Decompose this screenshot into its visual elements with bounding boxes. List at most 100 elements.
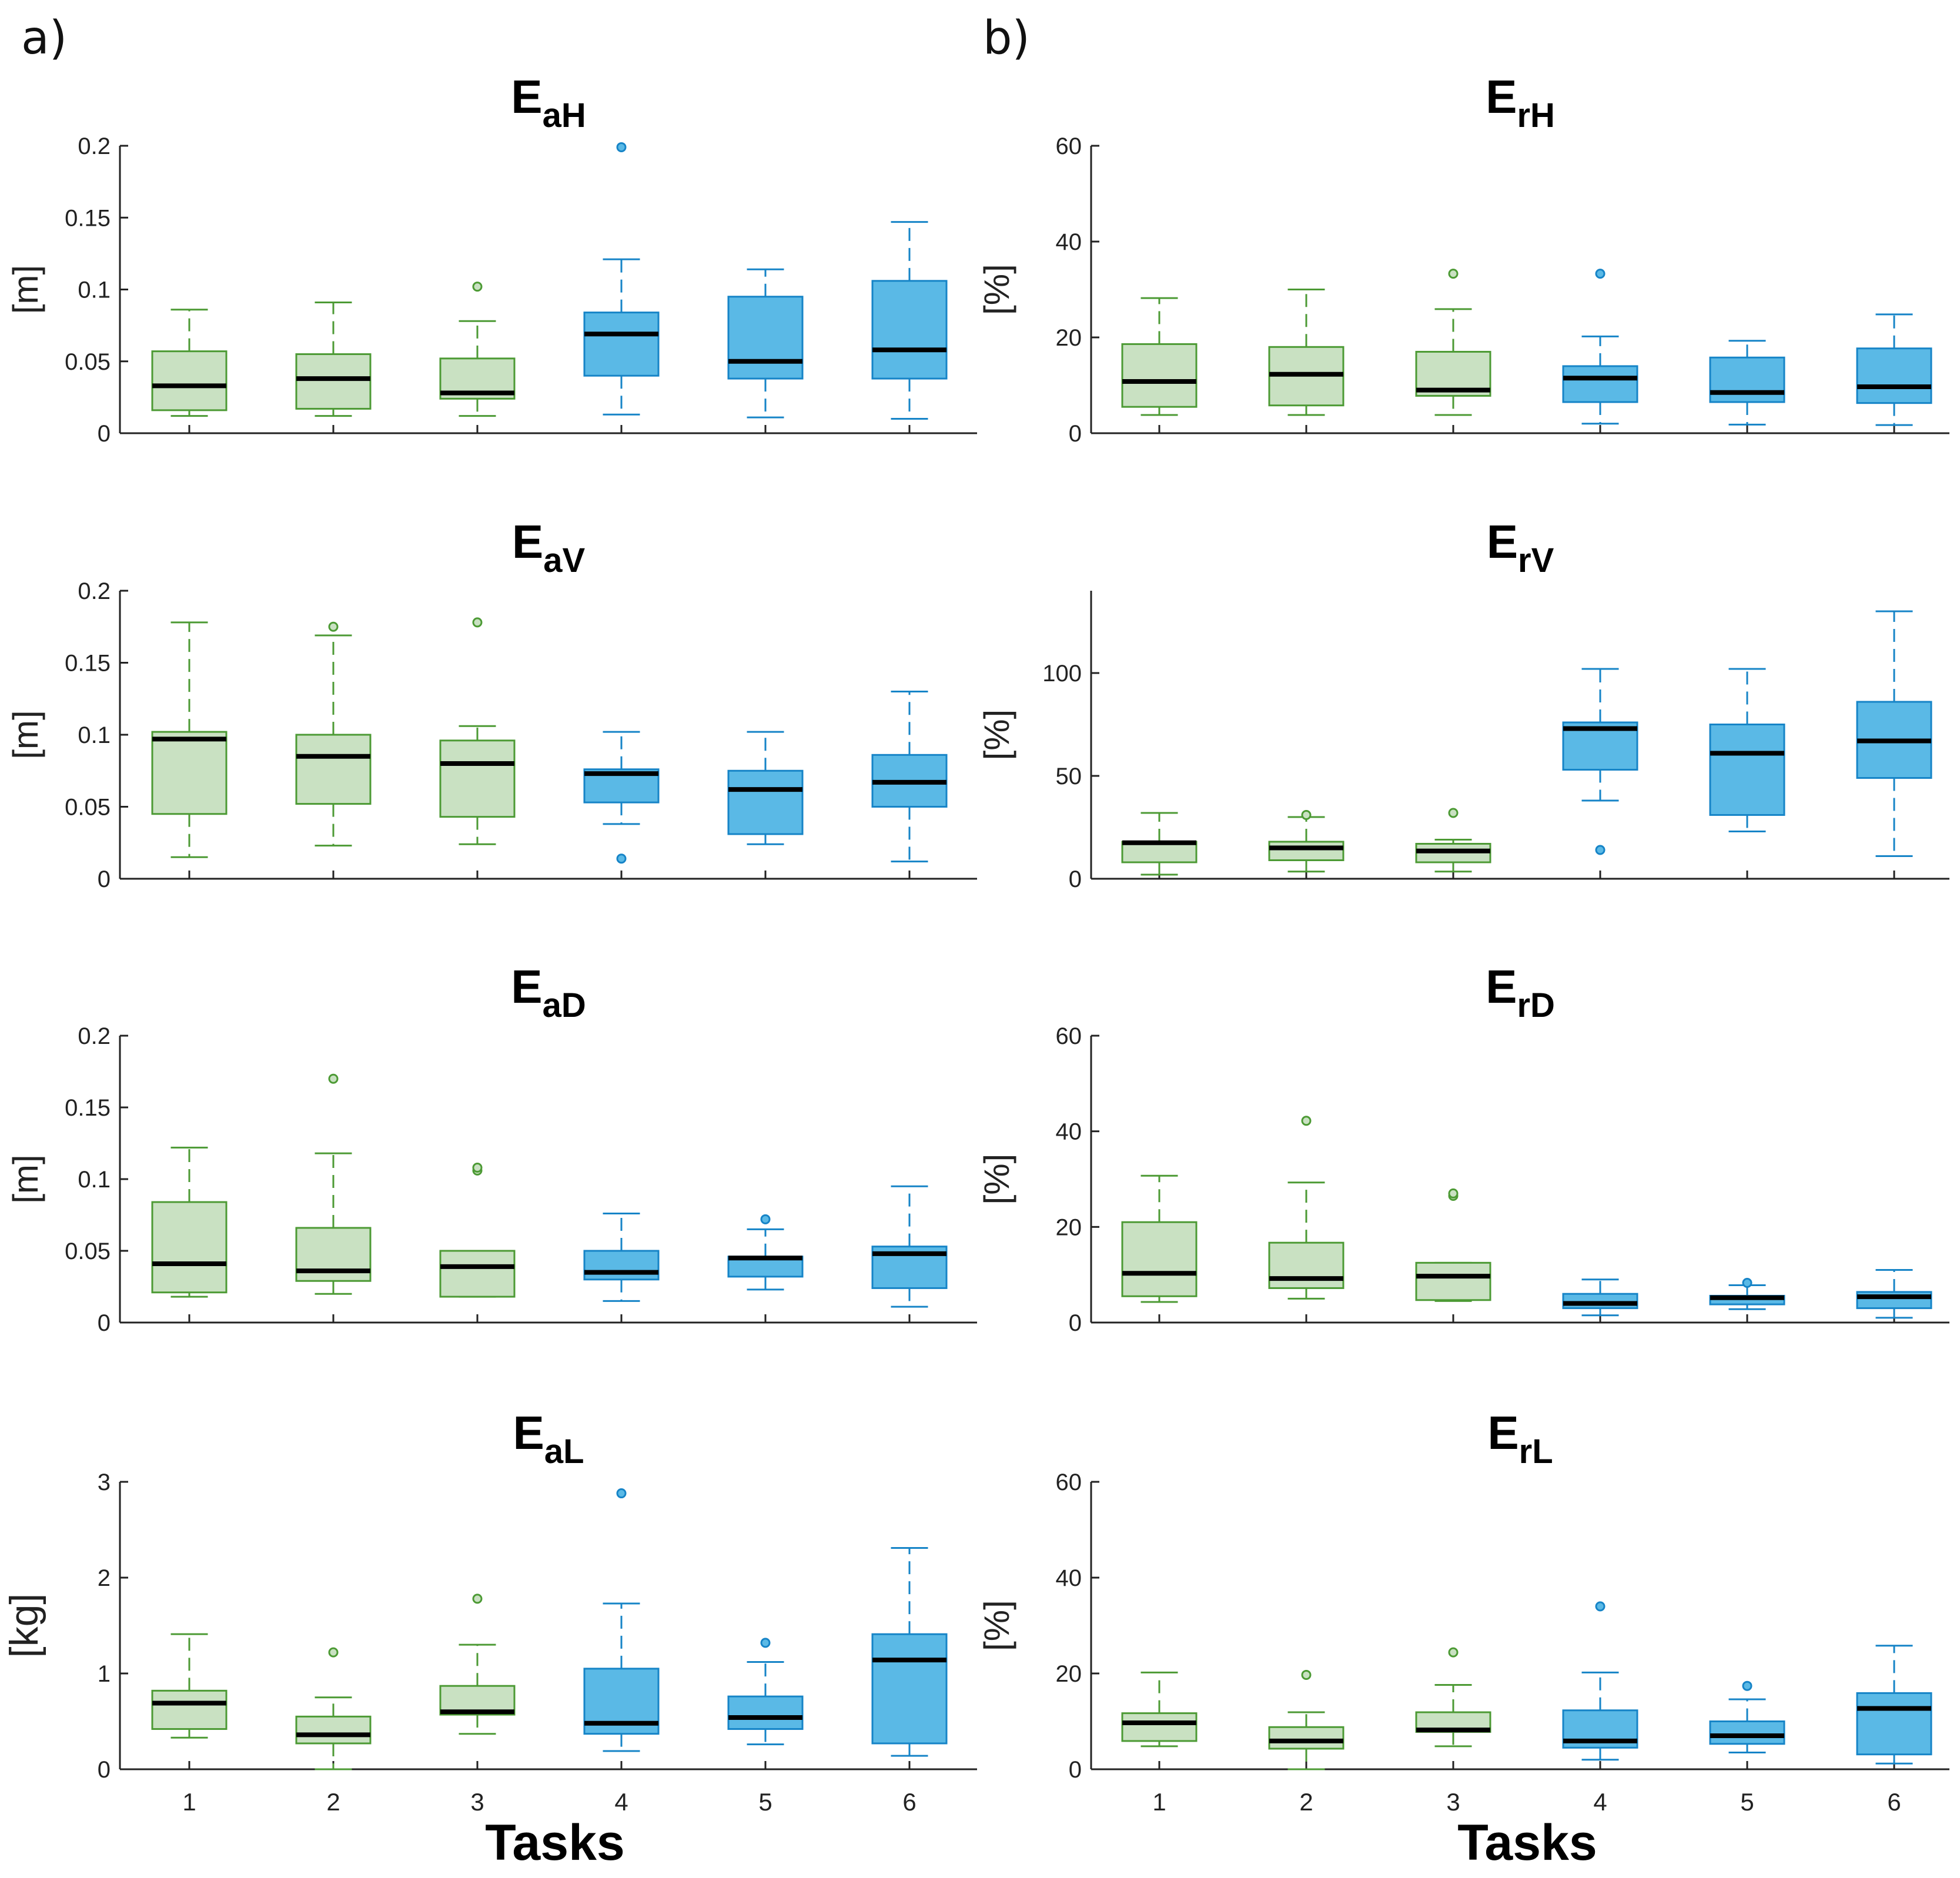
box-task-4	[583, 1488, 660, 1752]
iqr-box	[295, 734, 372, 805]
y-tick-label: 0	[98, 866, 111, 892]
iqr-box	[1856, 347, 1932, 404]
iqr-box	[439, 739, 516, 818]
x-tick-label: 3	[1446, 1788, 1460, 1816]
iqr-box	[1121, 1712, 1198, 1742]
box-task-6	[1856, 1269, 1932, 1319]
box-task-3	[439, 1594, 516, 1735]
box-task-1	[151, 1633, 228, 1739]
box-task-2	[295, 1073, 372, 1295]
box-task-3	[1415, 269, 1491, 416]
y-axis-label: [%]	[977, 1600, 1016, 1651]
iqr-box	[1268, 1726, 1344, 1750]
y-tick-label: 0	[1069, 866, 1082, 892]
box-task-5	[1709, 668, 1785, 832]
y-axis-label: [%]	[977, 264, 1016, 315]
y-tick-label: 0.1	[78, 277, 111, 303]
iqr-box	[1121, 1221, 1198, 1297]
box-task-2	[295, 621, 372, 847]
outlier-point	[1301, 1669, 1312, 1680]
chart-ErH: ErH 0 20 40 60 [%]	[977, 71, 1949, 447]
y-tick-label: 0.1	[78, 1167, 111, 1193]
outlier-point	[472, 617, 483, 628]
box-task-2	[295, 1647, 372, 1770]
box-task-5	[1709, 340, 1785, 426]
iqr-box	[727, 769, 804, 835]
iqr-box	[151, 1201, 228, 1294]
x-tick-label: 3	[470, 1788, 484, 1816]
outlier-point	[760, 1214, 771, 1224]
y-tick-label: 0	[98, 1310, 111, 1336]
box-task-5	[727, 731, 804, 845]
y-tick-label: 0.05	[65, 349, 111, 375]
outlier-point	[472, 282, 483, 292]
y-tick-label: 0.2	[78, 578, 111, 604]
iqr-box	[1121, 343, 1198, 408]
x-tick-label: 4	[1593, 1788, 1607, 1816]
box-task-3	[1415, 1647, 1491, 1748]
y-axis-label: [kg]	[2, 1594, 46, 1658]
box-task-6	[1856, 313, 1932, 426]
chart-ErD: ErD 0 20 40 60 [%]	[977, 960, 1949, 1336]
box-task-6	[871, 1185, 948, 1308]
y-tick-label: 0.15	[65, 1095, 111, 1121]
y-tick-label: 0	[1069, 1310, 1082, 1336]
y-tick-label: 60	[1056, 1023, 1082, 1049]
box-task-2	[1268, 810, 1344, 873]
outlier-point	[616, 853, 627, 864]
x-tick-label: 5	[1740, 1788, 1754, 1816]
box-task-6	[871, 1546, 948, 1757]
box-task-5	[727, 1638, 804, 1746]
y-tick-label: 3	[98, 1469, 111, 1495]
box-task-4	[583, 1213, 660, 1302]
outlier-point	[1448, 808, 1459, 818]
outlier-point	[328, 1647, 339, 1658]
box-task-3	[1415, 808, 1491, 873]
iqr-box	[1709, 724, 1785, 816]
chart-EaD: EaD 0 0.05 0.1 0.15 0.2 [m]	[6, 960, 977, 1336]
box-task-4	[583, 142, 660, 416]
y-tick-label: 40	[1056, 1119, 1082, 1145]
iqr-box	[1709, 1720, 1785, 1745]
outlier-point	[1595, 269, 1606, 279]
box-task-1	[151, 1146, 228, 1298]
y-tick-label: 40	[1056, 1565, 1082, 1591]
box-task-4	[583, 731, 660, 864]
chart-EaH: EaH 0 0.05 0.1 0.15 0.2 [m]	[6, 71, 977, 447]
box-task-4	[1562, 668, 1638, 855]
y-tick-label: 2	[98, 1565, 111, 1591]
x-tick-label: 5	[758, 1788, 772, 1816]
y-tick-label: 50	[1056, 764, 1082, 789]
box-task-1	[151, 621, 228, 858]
x-tick-label: 6	[1887, 1788, 1901, 1816]
x-tick-label: 1	[182, 1788, 196, 1816]
iqr-box	[1562, 365, 1638, 403]
x-tick-label: 6	[902, 1788, 916, 1816]
panel-label-b: b)	[983, 12, 1030, 65]
y-axis-label: [m]	[6, 265, 45, 314]
iqr-box	[727, 296, 804, 380]
y-tick-label: 60	[1056, 1469, 1082, 1495]
chart-title: EaD	[511, 960, 586, 1025]
outlier-point	[328, 1073, 339, 1084]
x-axis-title-right: Tasks	[1457, 1815, 1597, 1871]
chart-title: EaL	[513, 1407, 584, 1471]
box-task-6	[1856, 610, 1932, 857]
y-tick-label: 0	[1069, 421, 1082, 447]
iqr-box	[151, 350, 228, 411]
box-task-4	[1562, 1278, 1638, 1317]
outlier-point	[1448, 269, 1459, 279]
chart-ErV: ErV 0 50 100 [%]	[977, 515, 1949, 892]
iqr-box	[583, 312, 660, 377]
iqr-box	[439, 1250, 516, 1298]
outlier-point	[1595, 845, 1606, 855]
outlier-point	[1448, 1188, 1459, 1199]
box-task-3	[439, 1162, 516, 1298]
y-tick-label: 0	[1069, 1757, 1082, 1783]
iqr-box	[151, 1689, 228, 1730]
box-task-3	[1415, 1188, 1491, 1302]
iqr-box	[871, 280, 948, 380]
y-tick-label: 40	[1056, 229, 1082, 255]
